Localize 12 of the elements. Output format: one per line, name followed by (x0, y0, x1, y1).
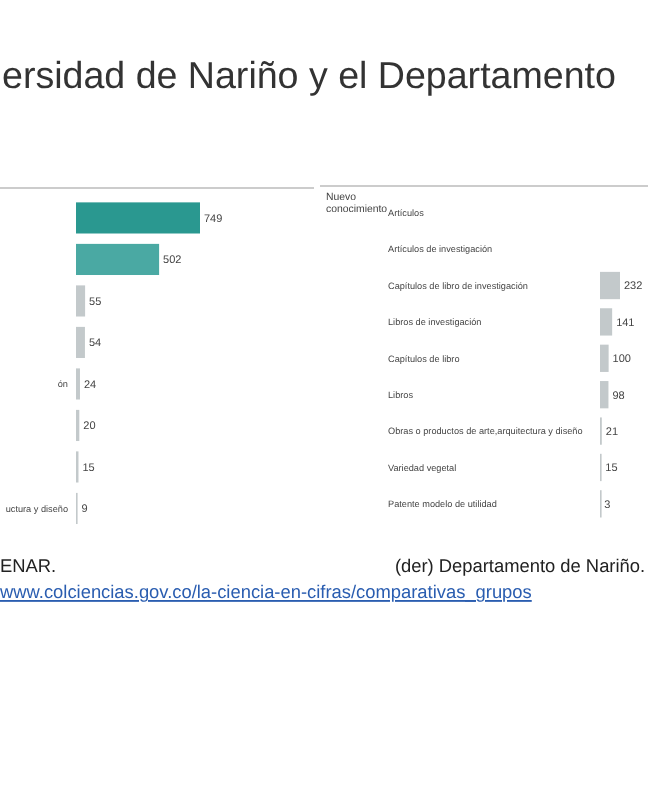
text: www.colciencias.gov.co/la-ciencia-en-cifras/comparativas_grupos (0, 582, 533, 602)
bar (76, 243, 160, 276)
bar (600, 271, 620, 300)
bar (76, 202, 200, 234)
bar (600, 381, 609, 409)
text: ersidad de Nariño y el Departamento (2, 54, 616, 96)
bar (76, 326, 85, 359)
bar (600, 308, 613, 336)
bar (600, 344, 609, 372)
bar (76, 285, 86, 317)
text: ENAR. (0, 556, 57, 576)
text: (der) Departamento de Nariño. (394, 556, 646, 576)
